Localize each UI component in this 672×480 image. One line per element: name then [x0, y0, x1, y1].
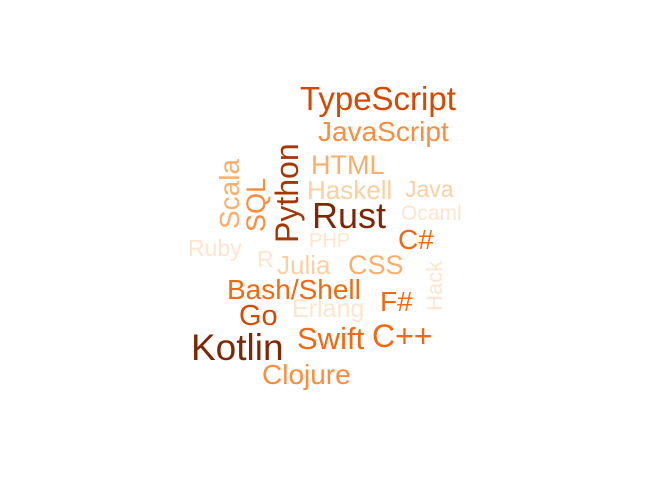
word-r: R: [257, 246, 274, 272]
word-html: HTML: [311, 150, 385, 180]
word-julia: Julia: [277, 250, 331, 280]
word-swift: Swift: [297, 321, 365, 356]
word-javascript: JavaScript: [318, 116, 449, 147]
word-cplusplus: C++: [372, 318, 433, 354]
word-go: Go: [239, 300, 278, 332]
word-kotlin: Kotlin: [191, 327, 284, 368]
word-erlang: Erlang: [292, 295, 365, 323]
word-python: Python: [269, 143, 305, 243]
word-php: PHP: [309, 230, 351, 252]
word-ruby: Ruby: [188, 235, 242, 261]
word-scala: Scala: [214, 158, 245, 229]
word-fsharp: F#: [380, 286, 413, 317]
word-ocaml: Ocaml: [401, 202, 462, 225]
word-bash-shell: Bash/Shell: [227, 274, 361, 305]
word-java: Java: [405, 176, 454, 202]
word-css: CSS: [348, 250, 404, 280]
word-haskell: Haskell: [307, 175, 393, 205]
word-hack: Hack: [422, 260, 447, 311]
word-sql: SQL: [241, 177, 271, 232]
word-typescript: TypeScript: [300, 80, 456, 117]
word-rust: Rust: [312, 195, 387, 236]
word-clojure: Clojure: [262, 359, 351, 390]
word-csharp: C#: [398, 224, 434, 255]
